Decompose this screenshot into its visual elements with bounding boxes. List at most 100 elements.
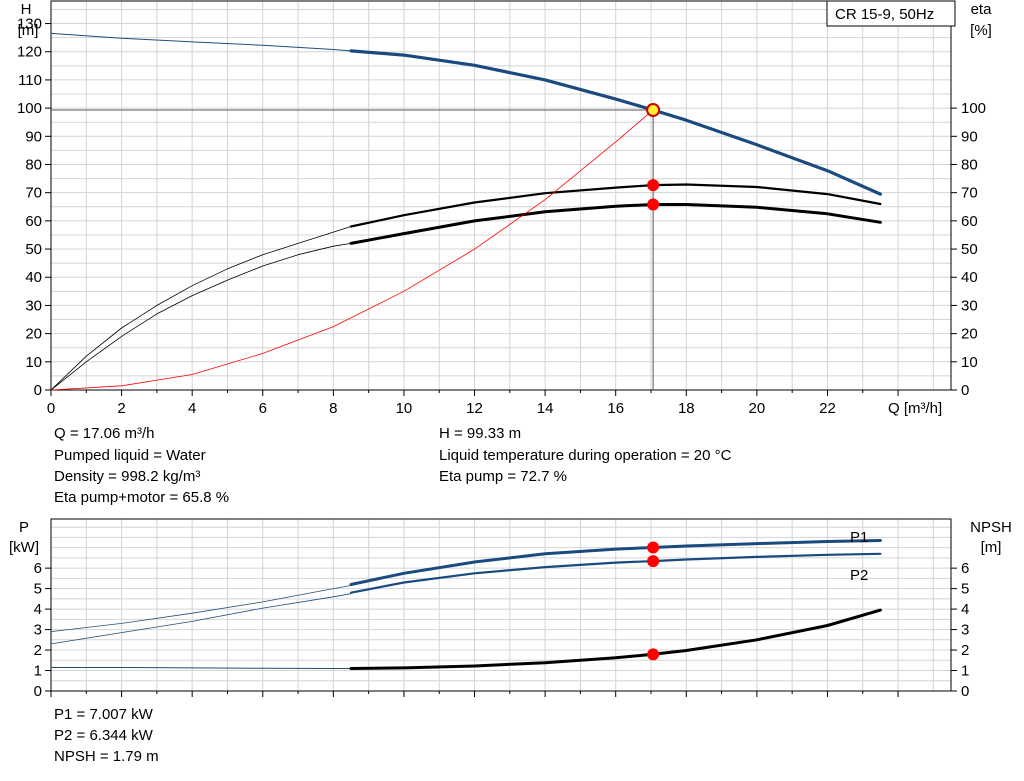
operating-point-marker xyxy=(647,648,660,661)
y-right-tick-label: 10 xyxy=(961,354,978,371)
performance-plot: 0102030405060708090100110120130010203040… xyxy=(17,0,993,417)
legend-box: CR 15-9, 50Hz xyxy=(826,0,956,27)
npsh-axis-title: NPSH xyxy=(970,519,1012,536)
p1-curve-label: P1 xyxy=(850,529,868,546)
y-left-tick-label: 110 xyxy=(18,72,42,89)
y-left-tick-label: 50 xyxy=(25,241,42,258)
series-eta-pump-thin xyxy=(50,226,352,391)
series-system-curve xyxy=(50,109,654,391)
x-tick-label: 2 xyxy=(117,400,125,417)
p-axis-unit: [kW] xyxy=(9,539,39,556)
y-right-tick-label: 30 xyxy=(961,297,978,314)
series-h-thick xyxy=(349,49,883,196)
y-right-tick-label: 6 xyxy=(961,560,969,577)
grid-lines xyxy=(50,1,951,391)
y-right-tick-label: 40 xyxy=(961,269,978,286)
info-eta-pump: Eta pump = 72.7 % xyxy=(439,468,567,485)
info-p1: P1 = 7.007 kW xyxy=(54,706,153,723)
series-lines xyxy=(50,32,883,391)
y-right-tick-label: 70 xyxy=(961,185,978,202)
plot-frame xyxy=(50,518,952,692)
info-p2: P2 = 6.344 kW xyxy=(54,727,153,744)
y-left-axis-unit: [m] xyxy=(18,22,39,39)
y-left-tick-label: 10 xyxy=(25,354,42,371)
series-npsh-thick xyxy=(349,608,882,670)
y-right-tick-label: 3 xyxy=(961,622,969,639)
y-right-tick-label: 50 xyxy=(961,241,978,258)
y-left-ticks: 0 1 2 3 4 5 6 xyxy=(34,560,51,700)
x-tick-label: 8 xyxy=(329,400,337,417)
y-right-tick-label: 2 xyxy=(961,642,969,659)
series-p1-thick xyxy=(349,539,882,586)
y-left-tick-label: 80 xyxy=(25,156,42,173)
y-left-tick-label: 0 xyxy=(34,382,42,399)
x-ticks: 0 2 4 6 8 10 12 14 16 18 20 22 xyxy=(47,390,899,417)
legend-box-label: CR 15-9, 50Hz xyxy=(835,6,934,23)
info-flow: Q = 17.06 m³/h xyxy=(54,425,155,442)
info-density: Density = 998.2 kg/m³ xyxy=(54,468,201,485)
series-eta-motor-thin xyxy=(50,242,352,391)
y-left-tick-label: 4 xyxy=(34,601,42,618)
x-tick-label: 18 xyxy=(678,400,695,417)
y-left-tick-label: 90 xyxy=(25,128,42,145)
y-left-tick-label: 6 xyxy=(34,560,42,577)
y-right-tick-label: 60 xyxy=(961,213,978,230)
x-tick-label: 20 xyxy=(749,400,766,417)
y-right-axis-unit: [%] xyxy=(970,22,992,39)
plot-frame xyxy=(50,0,952,391)
series-lines xyxy=(50,539,882,670)
x-tick-label: 10 xyxy=(396,400,413,417)
series-eta-motor-thick xyxy=(349,203,882,245)
operating-point-marker xyxy=(647,198,660,211)
p-axis-title: P xyxy=(19,519,29,536)
y-left-tick-label: 3 xyxy=(34,622,42,639)
y-left-tick-label: 20 xyxy=(25,326,42,343)
operating-markers xyxy=(647,179,660,211)
duty-point-marker xyxy=(646,103,661,118)
y-right-tick-label: 0 xyxy=(961,683,969,700)
series-p2-thick xyxy=(349,552,882,594)
y-right-ticks: 0 10 20 30 40 50 60 70 80 90 100 xyxy=(951,100,986,399)
operating-markers xyxy=(647,541,660,661)
series-h-thin xyxy=(50,32,352,52)
operating-point-marker xyxy=(647,179,660,192)
x-axis-title: Q [m³/h] xyxy=(888,400,942,417)
y-left-tick-label: 100 xyxy=(17,100,42,117)
y-left-tick-label: 120 xyxy=(17,44,42,61)
y-left-tick-label: 1 xyxy=(34,663,42,680)
x-tick-label: 16 xyxy=(607,400,624,417)
npsh-axis-unit: [m] xyxy=(981,539,1002,556)
y-left-tick-label: 2 xyxy=(34,642,42,659)
operating-point-marker xyxy=(647,555,660,568)
y-left-tick-label: 70 xyxy=(25,185,42,202)
y-right-tick-label: 20 xyxy=(961,326,978,343)
info-eta-pump-motor: Eta pump+motor = 65.8 % xyxy=(54,489,230,506)
y-right-axis-title: eta xyxy=(971,1,993,18)
series-p2-thin xyxy=(50,593,352,645)
power-npsh-plot: 0 1 2 3 4 5 6 0 1 2 3 4 5 6 P [kW] NPSH [m] P1 P2 xyxy=(9,518,1012,700)
y-right-ticks: 0 1 2 3 4 5 6 xyxy=(951,560,969,700)
x-tick-label: 4 xyxy=(188,400,196,417)
y-right-tick-label: 100 xyxy=(961,100,986,117)
x-tick-label: 22 xyxy=(819,400,836,417)
y-right-tick-label: 90 xyxy=(961,128,978,145)
grid-lines xyxy=(50,519,951,692)
y-right-tick-label: 1 xyxy=(961,663,969,680)
y-left-tick-label: 60 xyxy=(25,213,42,230)
series-eta-pump-thick xyxy=(349,183,882,228)
operating-point-marker xyxy=(647,541,660,554)
y-left-ticks: 0 10 20 30 40 50 60 70 80 90 100 110 120 130 xyxy=(17,16,51,399)
y-left-tick-label: 30 xyxy=(25,297,42,314)
y-left-tick-label: 0 xyxy=(34,683,42,700)
info-head: H = 99.33 m xyxy=(439,425,522,442)
info-pumped-liquid: Pumped liquid = Water xyxy=(54,447,206,464)
series-npsh-thin xyxy=(50,667,352,669)
y-left-tick-label: 40 xyxy=(25,269,42,286)
series-p1-thin xyxy=(50,585,352,632)
x-tick-label: 14 xyxy=(537,400,554,417)
x-ticks xyxy=(50,691,899,697)
y-right-tick-label: 80 xyxy=(961,156,978,173)
info-liquid-temperature: Liquid temperature during operation = 20… xyxy=(439,447,732,464)
p2-curve-label: P2 xyxy=(850,567,868,584)
